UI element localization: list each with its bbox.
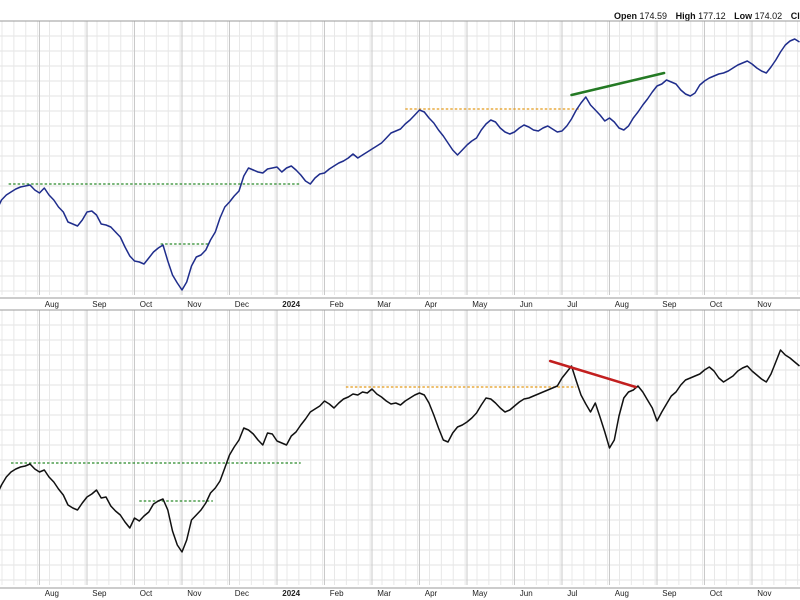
x-tick-label: Nov [187,300,201,309]
x-tick-label: Oct [710,300,723,309]
x-tick-label: May [472,589,487,598]
low-value: 174.02 [754,11,783,21]
x-tick-label: Aug [45,300,59,309]
x-tick-label: Aug [615,589,629,598]
x-tick-label: Nov [187,589,201,598]
x-tick-label: Jun [520,589,533,598]
price-series-line [0,38,800,291]
x-tick-label: Oct [140,300,153,309]
x-tick-label: Jun [520,300,533,309]
open-value: 174.59 [639,11,668,21]
divergence-trend-line [548,359,637,389]
open-label: Open [614,11,638,21]
x-tick-label: Mar [377,300,391,309]
x-tick-label: 2024 [282,300,300,309]
x-tick-label: Feb [330,589,344,598]
chart-panel-1: Aug Sep Oct Nov Dec 2024 Feb Mar Apr May Jun Jul Aug… [0,20,800,309]
x-tick-label: Nov [757,589,771,598]
chart-panel-2: Aug Sep Oct Nov Dec 2024 Feb Mar Apr May Jun Jul Aug… [0,309,800,598]
x-tick-label: Sep [92,589,107,598]
x-tick-label: Feb [330,300,344,309]
x-tick-label: Dec [235,589,249,598]
x-tick-label: Apr [425,300,438,309]
x-tick-label: Apr [425,589,438,598]
high-label: High [675,11,696,21]
x-tick-label: Sep [662,589,677,598]
divergence-trend-line [570,71,666,97]
x-tick-label: Oct [710,589,723,598]
high-value: 177.12 [698,11,726,21]
low-label: Low [734,11,753,21]
x-tick-label: Mar [377,589,391,598]
close-label: Close [790,11,800,21]
x-tick-label: Jul [567,300,577,309]
price-series-line [0,349,800,553]
x-tick-label: Aug [45,589,59,598]
x-tick-label: Aug [615,300,629,309]
x-tick-label: Oct [140,589,153,598]
ohlc-readout: Open 174.59 High 177.12 Low 174.02 Close… [614,11,800,21]
x-tick-label: Nov [757,300,771,309]
x-tick-label: Jul [567,589,577,598]
x-tick-label: Sep [92,300,107,309]
x-tick-label: Sep [662,300,677,309]
x-tick-label: May [472,300,487,309]
x-tick-label: Dec [235,300,249,309]
x-tick-label: 2024 [282,589,300,598]
